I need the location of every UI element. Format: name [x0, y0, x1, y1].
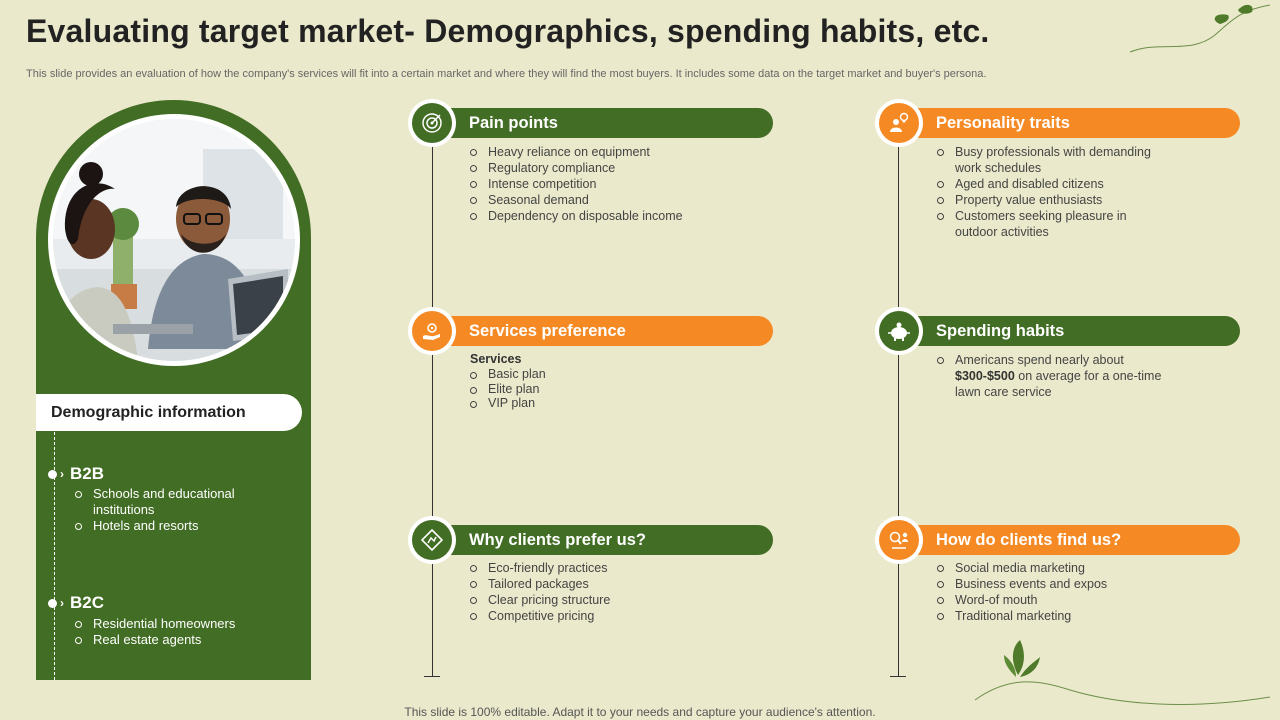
b2b-list: Schools and educational institutions Hot…	[74, 486, 264, 534]
list-item: Americans spend nearly about $300-$500 o…	[936, 352, 1176, 400]
leaf-decoration-bottom	[974, 640, 1271, 705]
list-item: Dependency on disposable income	[469, 208, 769, 224]
bullet-dot-icon	[48, 469, 57, 479]
personality-list: Busy professionals with demanding work s…	[936, 144, 1156, 240]
timeline-end-tick	[890, 676, 906, 677]
list-item: Clear pricing structure	[469, 592, 769, 608]
demographic-dashed-line	[54, 432, 55, 680]
list-item: Business events and expos	[936, 576, 1196, 592]
demographic-heading: Demographic information	[36, 394, 302, 431]
b2c-list: Residential homeowners Real estate agent…	[74, 616, 274, 648]
list-item: Heavy reliance on equipment	[469, 144, 769, 160]
team-photo	[53, 119, 295, 361]
list-item: VIP plan	[469, 396, 729, 411]
list-item: Competitive pricing	[469, 608, 769, 624]
b2c-heading: › B2C	[48, 593, 104, 613]
list-item: Traditional marketing	[936, 608, 1196, 624]
list-item: Hotels and resorts	[74, 518, 264, 534]
pain-points-list: Heavy reliance on equipment Regulatory c…	[469, 144, 769, 224]
vine-decoration-top	[1129, 4, 1271, 53]
target-icon	[408, 99, 456, 147]
list-item: Seasonal demand	[469, 192, 769, 208]
list-item: Regulatory compliance	[469, 160, 769, 176]
spending-amount: $300-$500	[955, 369, 1015, 383]
list-item: Intense competition	[469, 176, 769, 192]
list-item: Aged and disabled citizens	[936, 176, 1156, 192]
timeline-end-tick	[424, 676, 440, 677]
b2b-label: B2B	[70, 464, 105, 483]
diamond-sign-icon	[408, 516, 456, 564]
list-item: Customers seeking pleasure in outdoor ac…	[936, 208, 1156, 240]
why-clients-header: Why clients prefer us?	[431, 525, 773, 555]
list-item: Basic plan	[469, 367, 729, 382]
chevron-right-icon: ›	[60, 467, 64, 481]
list-item: Property value enthusiasts	[936, 192, 1156, 208]
find-us-list: Social media marketing Business events a…	[936, 560, 1196, 624]
b2c-label: B2C	[70, 593, 105, 612]
why-clients-list: Eco-friendly practices Tailored packages…	[469, 560, 769, 624]
services-preference-header: Services preference	[431, 316, 773, 346]
spending-list: Americans spend nearly about $300-$500 o…	[936, 352, 1176, 400]
piggy-bank-icon	[875, 307, 923, 355]
list-item: Word-of mouth	[936, 592, 1196, 608]
services-sublabel: Services	[470, 352, 522, 366]
list-item: Real estate agents	[74, 632, 274, 648]
list-item: Eco-friendly practices	[469, 560, 769, 576]
timeline-line-right	[898, 125, 899, 676]
services-list: Basic plan Elite plan VIP plan	[469, 367, 729, 411]
spending-text-before: Americans spend nearly about	[955, 353, 1124, 367]
b2b-heading: › B2B	[48, 464, 104, 484]
page-title: Evaluating target market- Demographics, …	[26, 13, 990, 49]
pain-points-header: Pain points	[431, 108, 773, 138]
timeline-line-left	[432, 125, 433, 676]
chevron-right-icon: ›	[60, 596, 64, 610]
list-item: Busy professionals with demanding work s…	[936, 144, 1156, 176]
person-idea-icon	[875, 99, 923, 147]
find-us-header: How do clients find us?	[898, 525, 1240, 555]
footer-note: This slide is 100% editable. Adapt it to…	[404, 705, 876, 719]
list-item: Schools and educational institutions	[74, 486, 264, 518]
list-item: Social media marketing	[936, 560, 1196, 576]
bullet-dot-icon	[48, 598, 57, 608]
hand-gear-icon	[408, 307, 456, 355]
page-subtitle: This slide provides an evaluation of how…	[26, 68, 987, 80]
list-item: Elite plan	[469, 382, 729, 397]
search-person-icon	[875, 516, 923, 564]
spending-habits-header: Spending habits	[898, 316, 1240, 346]
list-item: Residential homeowners	[74, 616, 274, 632]
list-item: Tailored packages	[469, 576, 769, 592]
spending-text-after: on average for a one-time lawn care serv…	[955, 369, 1162, 399]
personality-traits-header: Personality traits	[898, 108, 1240, 138]
